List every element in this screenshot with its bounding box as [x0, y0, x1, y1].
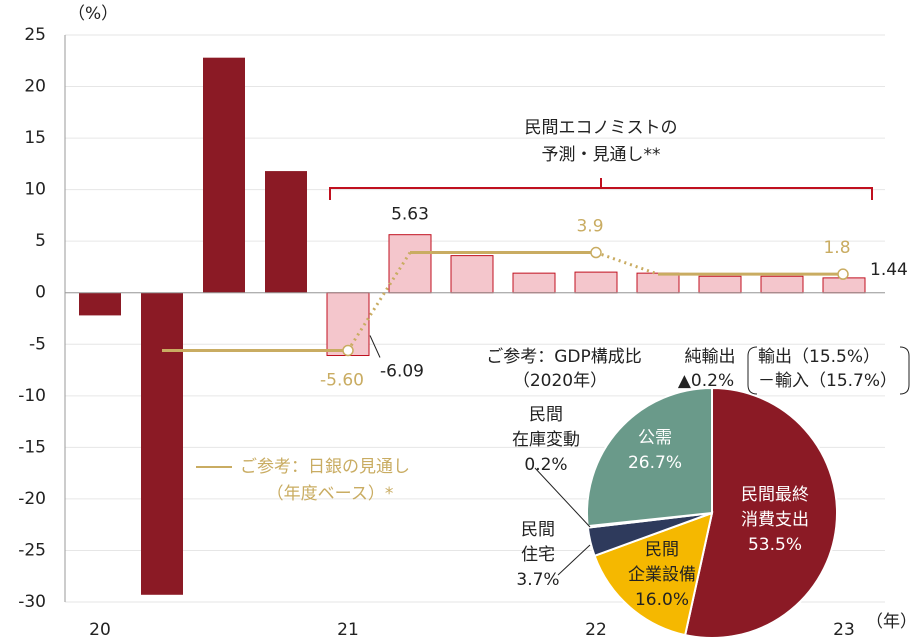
- x-tick-label: 20: [89, 620, 111, 640]
- pie-slice: [586, 386, 713, 528]
- y-tick-label: 5: [35, 231, 46, 251]
- y-tick-label: 0: [35, 283, 46, 303]
- pie-leader: [557, 544, 591, 576]
- boj-link: [346, 251, 412, 352]
- value-label: 1.44: [870, 260, 908, 280]
- y-tick-label: 20: [24, 77, 46, 97]
- bar: [760, 275, 804, 294]
- bar: [203, 57, 245, 293]
- bar: [698, 275, 742, 294]
- y-unit: （%）: [68, 4, 118, 24]
- y-tick-label: -10: [18, 386, 46, 406]
- pie-label: 53.5%: [748, 535, 802, 555]
- value-label: -6.09: [380, 362, 424, 382]
- pie-label: 民間: [529, 405, 563, 425]
- value-label: 5.63: [391, 205, 429, 225]
- pie-slice: [683, 386, 838, 639]
- net-exports-breakdown: 輸出（15.5%）: [758, 347, 880, 367]
- pie-label: 住宅: [521, 545, 555, 565]
- net-exports-breakdown: －輸入（15.7%）: [758, 371, 897, 391]
- y-tick-label: -15: [18, 437, 46, 457]
- pie-label: 在庫変動: [512, 430, 580, 450]
- pie-label: 26.7%: [628, 453, 682, 473]
- y-tick-label: -5: [29, 334, 46, 354]
- y-tick-label: 10: [24, 180, 46, 200]
- bar: [141, 292, 183, 595]
- legend-label: （年度ベース）*: [267, 484, 394, 504]
- pie-label: 16.0%: [635, 590, 689, 610]
- pie-title: （2020年）: [513, 371, 607, 391]
- y-tick-label: 15: [24, 128, 46, 148]
- x-tick-label: 22: [585, 620, 607, 640]
- bracket-text: 民間エコノミストの: [525, 118, 678, 138]
- bar: [512, 272, 556, 294]
- brace-right: [899, 346, 910, 395]
- y-tick-label: 25: [24, 25, 46, 45]
- bracket-text: 予測・見通し**: [542, 145, 661, 165]
- bar: [450, 255, 494, 294]
- boj-point: [342, 344, 354, 357]
- pie-title: ご参考：GDP構成比: [486, 347, 642, 367]
- pie-slice: [593, 511, 714, 637]
- pie-label: 公需: [638, 428, 672, 448]
- y-tick-label: -25: [18, 540, 46, 560]
- x-tick-label: 21: [337, 620, 359, 640]
- boj-link: [595, 251, 659, 276]
- boj-point: [590, 246, 602, 259]
- boj-value-label: 1.8: [823, 238, 850, 258]
- pie-label: 民間: [521, 520, 555, 540]
- bar: [822, 277, 866, 294]
- label-leader: [369, 335, 381, 358]
- boj-point: [837, 268, 849, 280]
- legend-label: ご参考：日銀の見通し: [240, 457, 410, 477]
- pie-leader: [534, 467, 591, 528]
- pie-label: 0.2%: [524, 455, 567, 475]
- bar: [636, 272, 680, 294]
- brace-left: [747, 346, 758, 395]
- bracket: [329, 178, 873, 200]
- boj-value-label: 3.9: [576, 217, 603, 237]
- pie-label: 3.7%: [516, 570, 559, 590]
- x-unit: （年）: [866, 612, 917, 632]
- boj-value-label: -5.60: [320, 370, 364, 390]
- bar: [574, 271, 618, 294]
- x-tick-label: 23: [833, 620, 855, 640]
- y-tick-label: -30: [18, 592, 46, 612]
- y-tick-label: -20: [18, 489, 46, 509]
- pie-label: 民間: [645, 540, 679, 560]
- bar: [79, 292, 121, 316]
- bar: [388, 234, 432, 294]
- bar: [265, 171, 307, 293]
- pie-label: 消費支出: [741, 510, 809, 530]
- pie-label: 企業設備: [628, 565, 696, 585]
- net-exports-value: ▲0.2%: [678, 371, 734, 391]
- net-exports-name: 純輸出: [685, 347, 736, 367]
- pie-label: 民間最終: [741, 485, 809, 505]
